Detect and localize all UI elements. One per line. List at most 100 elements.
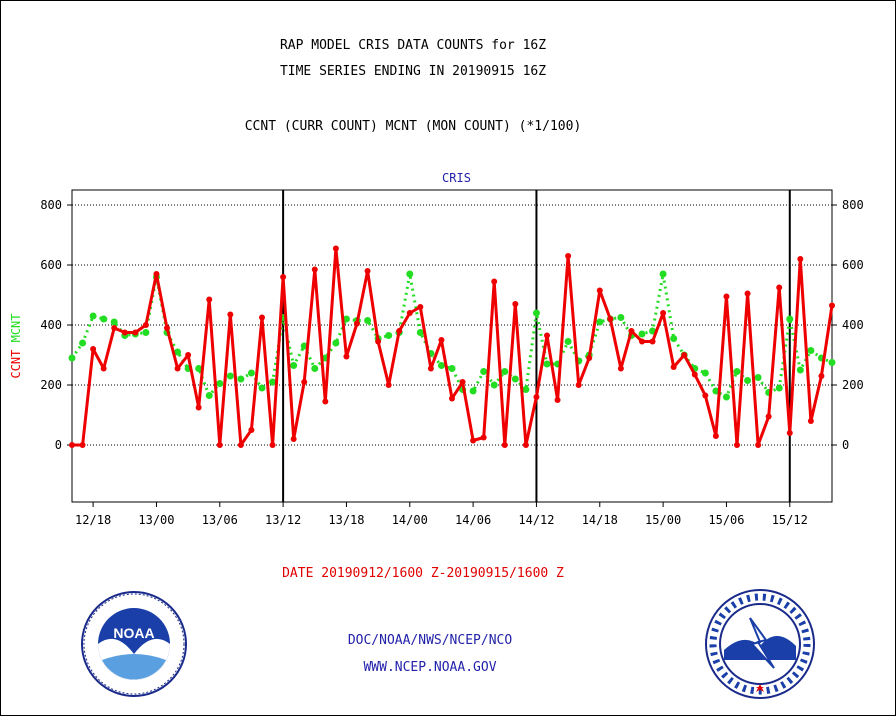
point-ccnt	[607, 316, 614, 322]
point-ccnt	[364, 268, 371, 274]
point-ccnt	[596, 287, 603, 294]
point-ccnt	[554, 397, 561, 403]
point-ccnt	[121, 329, 128, 336]
point-mcnt	[364, 317, 372, 324]
point-ccnt	[311, 266, 318, 273]
point-mcnt	[807, 347, 815, 354]
date-range: DATE 20190912/1600 Z-20190915/1600 Z	[282, 566, 564, 581]
point-mcnt	[385, 332, 393, 339]
point-ccnt	[575, 382, 582, 388]
point-ccnt	[639, 338, 645, 345]
point-mcnt	[469, 387, 477, 395]
point-ccnt	[322, 398, 329, 405]
point-ccnt	[765, 413, 772, 420]
point-mcnt	[226, 372, 234, 380]
point-ccnt	[206, 296, 213, 303]
point-mcnt	[174, 348, 182, 356]
point-ccnt	[617, 365, 624, 372]
y-tick-label-right: 800	[842, 198, 864, 212]
x-tick-label: 13/12	[265, 513, 301, 527]
point-ccnt	[290, 436, 297, 442]
point-ccnt	[691, 371, 698, 378]
point-mcnt	[216, 380, 224, 387]
point-mcnt	[480, 368, 488, 375]
credit-text: DOC/NOAA/NWS/NCEP/NCO	[347, 633, 513, 648]
point-mcnt	[342, 315, 350, 323]
point-ccnt	[237, 442, 244, 448]
legend-text: CCNT (CURR COUNT) MCNT (MON COUNT) (*1/1…	[244, 119, 582, 134]
point-ccnt	[470, 437, 477, 444]
svg-text:NOAA: NOAA	[113, 625, 154, 641]
point-ccnt	[417, 304, 424, 310]
point-mcnt	[448, 365, 456, 372]
point-mcnt	[490, 381, 498, 389]
y-tick-label-right: 600	[842, 258, 864, 272]
x-tick-label: 14/18	[582, 513, 618, 527]
point-mcnt	[290, 362, 298, 369]
point-ccnt	[132, 329, 139, 336]
y-tick-label-right: 200	[842, 378, 864, 392]
point-ccnt	[354, 320, 360, 327]
x-tick-label: 12/18	[75, 513, 111, 527]
x-tick-label: 13/00	[138, 513, 174, 527]
point-mcnt	[617, 314, 625, 321]
point-mcnt	[775, 384, 783, 392]
point-ccnt	[660, 310, 667, 316]
point-ccnt	[649, 338, 656, 345]
point-mcnt	[100, 315, 108, 323]
point-ccnt	[396, 328, 403, 334]
y-tick-label-left: 600	[40, 258, 62, 272]
point-ccnt	[69, 442, 75, 448]
point-ccnt	[681, 352, 688, 358]
point-mcnt	[712, 387, 720, 395]
point-ccnt	[744, 290, 751, 297]
point-mcnt	[638, 330, 646, 338]
point-ccnt	[195, 404, 202, 411]
point-mcnt	[670, 335, 678, 342]
point-ccnt	[438, 337, 445, 343]
chart-subtitle: TIME SERIES ENDING IN 20190915 16Z	[279, 64, 547, 79]
point-mcnt	[543, 360, 551, 368]
point-mcnt	[796, 366, 804, 374]
point-mcnt	[79, 339, 87, 347]
point-mcnt	[828, 359, 836, 366]
website-link[interactable]: WWW.NCEP.NOAA.GOV	[363, 660, 497, 675]
point-mcnt	[754, 374, 762, 381]
point-mcnt	[247, 369, 255, 377]
point-mcnt	[722, 393, 730, 401]
point-ccnt	[100, 365, 107, 372]
point-ccnt	[301, 379, 308, 385]
point-mcnt	[744, 377, 752, 384]
y-axis-label: CCNT MCNT	[9, 313, 23, 378]
y-tick-label-right: 0	[842, 438, 849, 452]
point-ccnt	[501, 442, 508, 448]
plot-area	[71, 189, 833, 503]
point-mcnt	[205, 392, 213, 399]
point-ccnt	[153, 271, 160, 277]
point-mcnt	[237, 375, 245, 383]
point-ccnt	[586, 355, 593, 361]
point-ccnt	[628, 328, 635, 334]
point-ccnt	[174, 365, 181, 372]
x-tick-label: 13/18	[328, 513, 364, 527]
point-ccnt	[712, 433, 719, 439]
point-ccnt	[269, 442, 276, 448]
chart-title: RAP MODEL CRIS DATA COUNTS for 16Z	[279, 38, 547, 53]
point-ccnt	[185, 352, 192, 358]
point-ccnt	[786, 430, 793, 436]
point-ccnt	[522, 442, 529, 448]
point-ccnt	[375, 338, 382, 345]
point-mcnt	[511, 375, 519, 383]
x-tick-label: 15/06	[708, 513, 744, 527]
point-mcnt	[501, 368, 509, 375]
point-ccnt	[90, 346, 97, 352]
x-tick-label: 13/06	[202, 513, 238, 527]
point-mcnt	[269, 378, 277, 386]
point-mcnt	[68, 354, 76, 362]
noaa-logo: NOAA	[81, 591, 187, 697]
point-mcnt	[659, 270, 667, 278]
point-mcnt	[110, 318, 118, 326]
point-ccnt	[829, 302, 835, 309]
point-ccnt	[491, 278, 498, 285]
